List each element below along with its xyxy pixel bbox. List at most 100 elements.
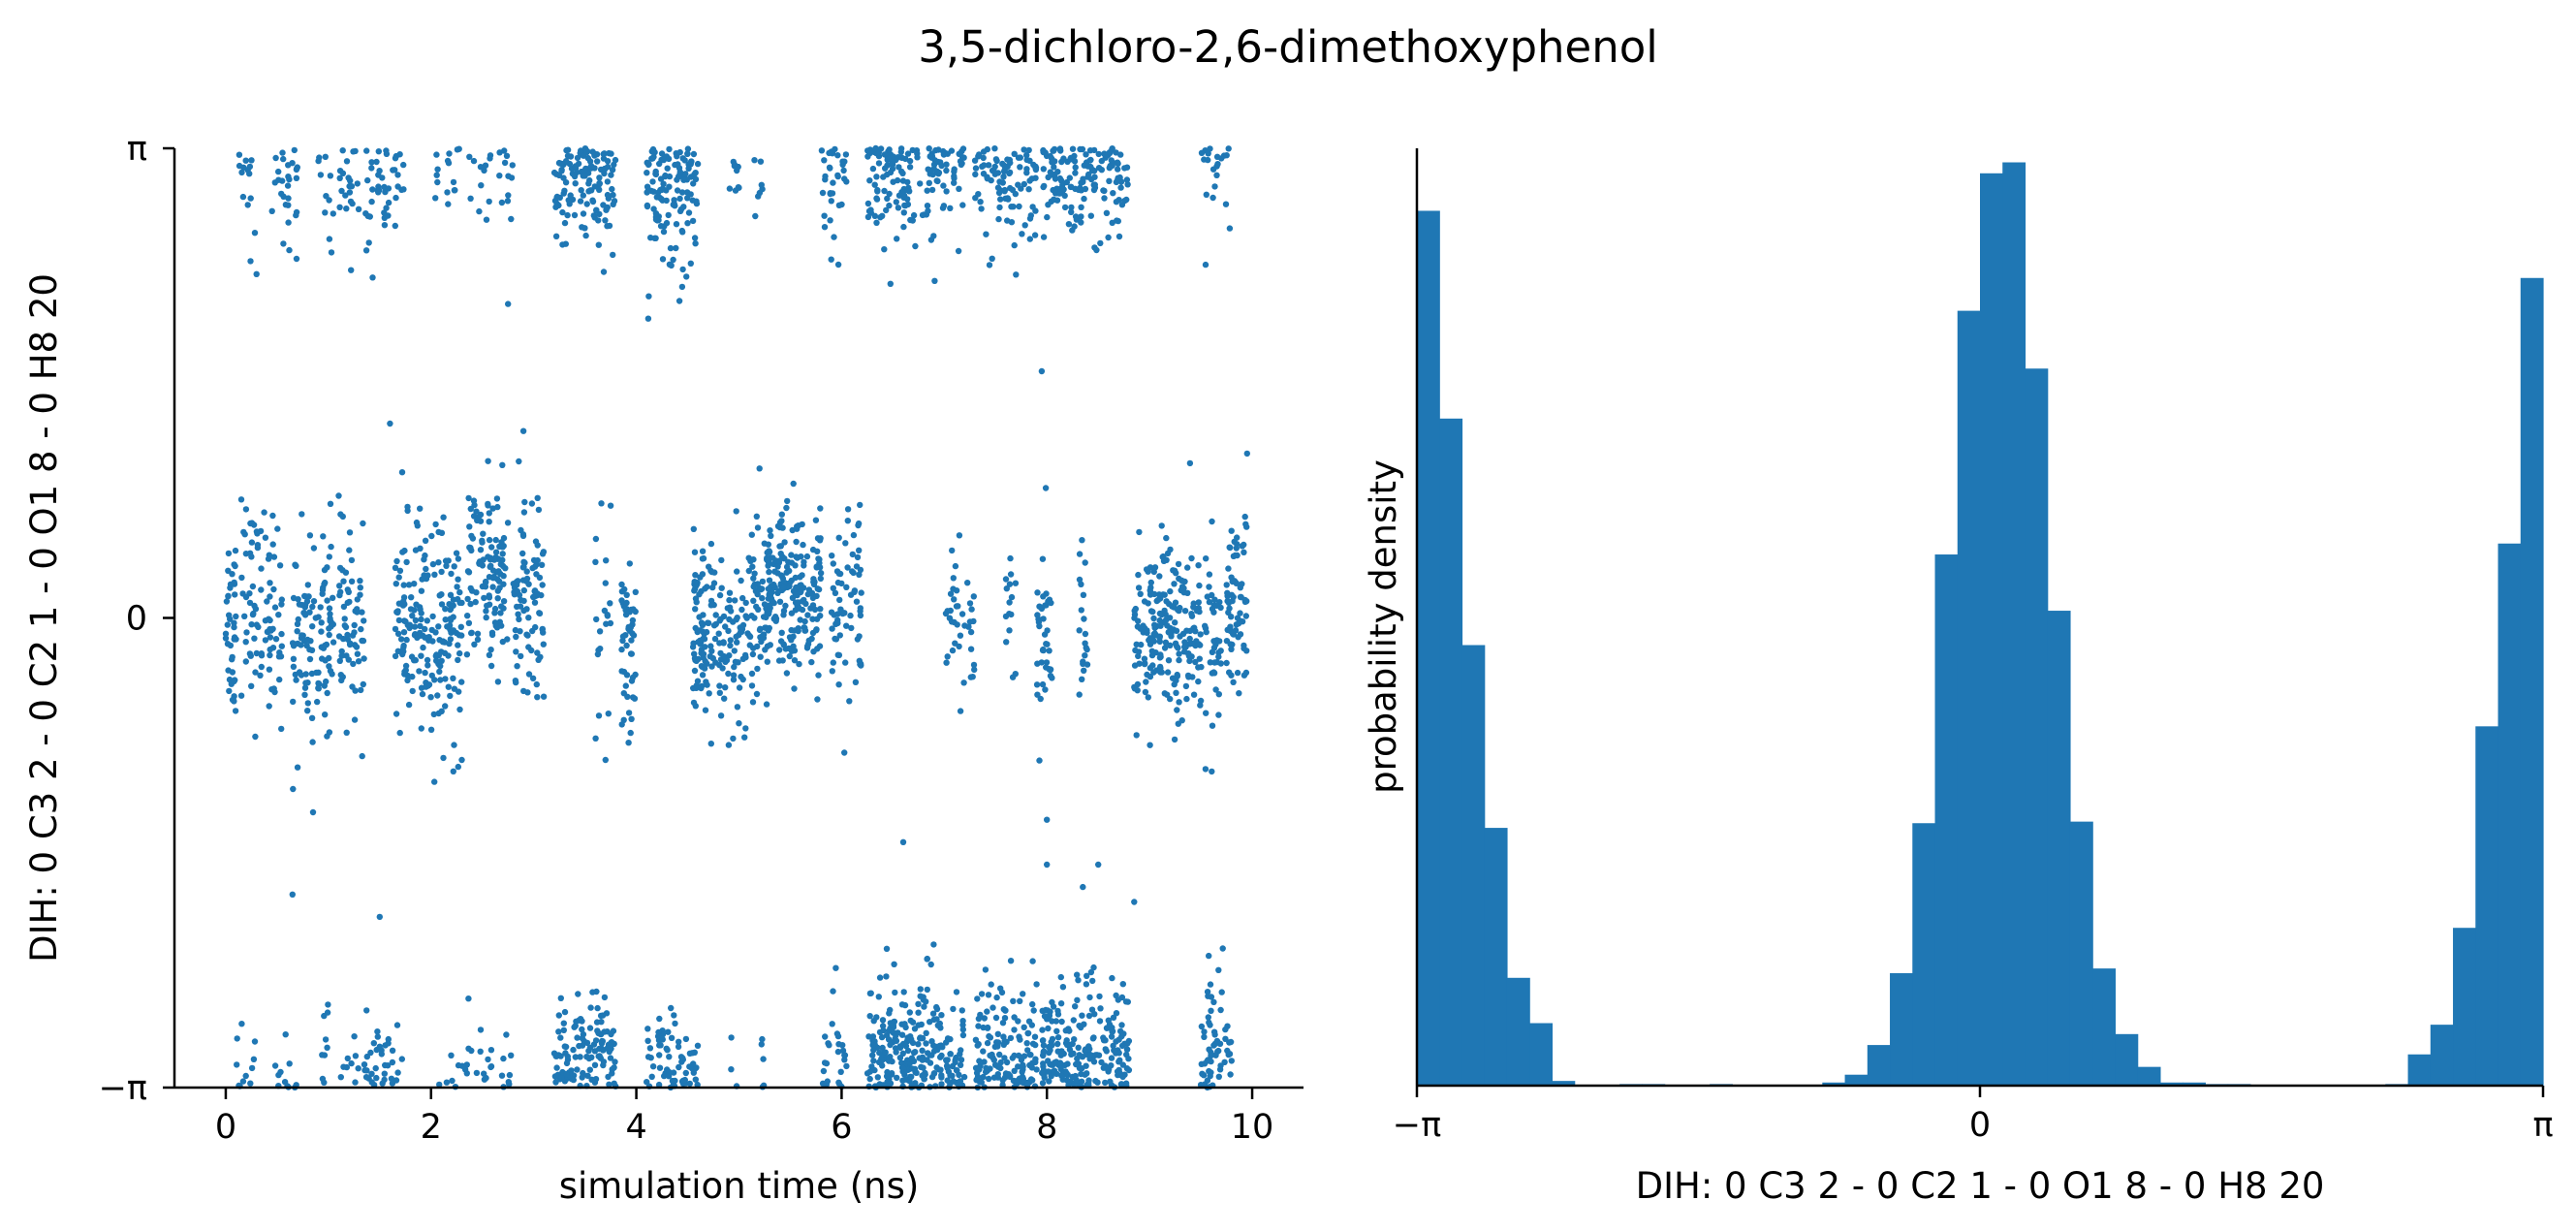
scatter-point — [1156, 616, 1163, 624]
scatter-point — [728, 1034, 735, 1041]
scatter-point — [418, 652, 424, 659]
scatter-point — [743, 615, 750, 621]
scatter-point — [623, 642, 630, 649]
scatter-point — [417, 629, 424, 637]
scatter-point — [472, 598, 479, 606]
scatter-point — [1044, 816, 1051, 823]
scatter-point — [596, 1053, 603, 1059]
scatter-point — [665, 1028, 672, 1035]
scatter-point — [706, 690, 712, 697]
scatter-point — [477, 1048, 484, 1056]
scatter-point — [1000, 174, 1007, 180]
scatter-point — [253, 528, 261, 535]
scatter-point — [950, 1078, 957, 1085]
scatter-point — [791, 685, 798, 692]
scatter-point — [580, 210, 587, 217]
scatter-point — [322, 711, 329, 718]
scatter-point — [1223, 638, 1231, 645]
scatter-point — [254, 544, 262, 552]
scatter-point — [1083, 981, 1090, 988]
scatter-point — [1036, 757, 1043, 764]
scatter-point — [997, 985, 1004, 992]
scatter-point — [1041, 1013, 1049, 1020]
scatter-point — [1167, 546, 1174, 553]
scatter-point — [999, 1020, 1007, 1027]
scatter-point — [692, 606, 699, 613]
scatter-point — [1021, 1024, 1027, 1031]
scatter-point — [591, 1061, 599, 1069]
scatter-point — [821, 212, 828, 219]
scatter-point — [746, 632, 753, 639]
scatter-point — [1029, 204, 1036, 210]
scatter-point — [602, 580, 609, 586]
scatter-point — [573, 169, 581, 175]
scatter-point — [486, 594, 493, 601]
scatter-point — [570, 1076, 577, 1084]
scatter-point — [924, 1057, 930, 1063]
scatter-point — [352, 147, 359, 155]
scatter-point — [381, 1076, 388, 1084]
scatter-point — [1023, 1040, 1030, 1047]
scatter-point — [425, 637, 432, 644]
scatter-point — [385, 199, 393, 206]
scatter-point — [321, 1012, 328, 1020]
scatter-point — [1123, 1046, 1131, 1053]
scatter-point — [1227, 544, 1234, 552]
scatter-point — [1222, 1026, 1229, 1033]
histogram-bar — [1552, 1081, 1576, 1086]
scatter-point — [278, 601, 285, 608]
scatter-point — [1078, 1024, 1084, 1031]
scatter-point — [1186, 459, 1194, 467]
scatter-point — [347, 177, 354, 184]
scatter-point — [704, 681, 710, 688]
scatter-point — [873, 1014, 880, 1021]
scatter-point — [1213, 172, 1220, 178]
scatter-point — [344, 1055, 351, 1062]
scatter-point — [901, 202, 908, 209]
scatter-point — [1210, 998, 1217, 1006]
scatter-point — [390, 167, 396, 174]
scatter-point — [595, 217, 602, 224]
histogram-bar — [2137, 1066, 2161, 1086]
scatter-point — [1230, 679, 1237, 685]
scatter-point — [906, 188, 913, 195]
scatter-point — [278, 725, 285, 733]
scatter-point — [899, 170, 906, 176]
scatter-point — [436, 668, 443, 676]
scatter-point — [247, 652, 254, 659]
scatter-point — [477, 1027, 485, 1033]
scatter-point — [373, 158, 380, 166]
scatter-point — [303, 642, 310, 649]
scatter-point — [581, 225, 588, 232]
scatter-point — [970, 593, 977, 600]
scatter-point — [929, 171, 936, 178]
scatter-point — [832, 145, 838, 153]
scatter-point — [567, 192, 574, 199]
scatter-point — [1052, 1018, 1060, 1025]
scatter-point — [448, 570, 455, 578]
scatter-point — [295, 596, 301, 603]
scatter-point — [1049, 1018, 1055, 1025]
scatter-point — [504, 520, 512, 526]
scatter-point — [1192, 658, 1199, 666]
scatter-point — [817, 606, 824, 613]
scatter-point — [975, 1023, 982, 1029]
scatter-point — [920, 994, 927, 1000]
scatter-point — [842, 659, 849, 666]
scatter-point — [1021, 146, 1027, 153]
scatter-point — [584, 1072, 591, 1080]
scatter-point — [1093, 246, 1100, 254]
scatter-point — [798, 582, 804, 588]
scatter-point — [1045, 598, 1052, 605]
scatter-point — [879, 212, 886, 219]
scatter-point — [451, 685, 458, 692]
scatter-point — [742, 599, 749, 607]
scatter-point — [678, 189, 686, 196]
scatter-point — [725, 742, 733, 748]
scatter-point — [822, 1033, 829, 1040]
scatter-point — [819, 189, 827, 197]
scatter-point — [503, 152, 511, 159]
scatter-point — [295, 616, 301, 623]
scatter-point — [422, 625, 428, 633]
scatter-point — [1044, 627, 1051, 634]
